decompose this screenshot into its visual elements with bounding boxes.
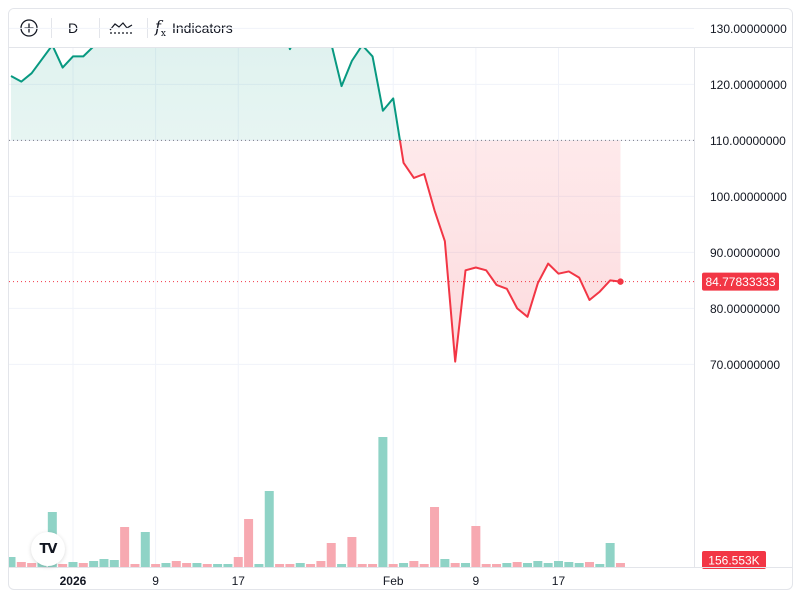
volume-bar [68,562,78,567]
y-tick-label: 70.00000000 [710,358,780,372]
y-tick-label: 90.00000000 [710,246,780,260]
last-price-badge [702,272,779,291]
volume-bar [58,564,68,567]
volume-bar [285,564,295,567]
volume-bar [523,563,532,567]
volume-bar [264,491,274,567]
volume-bar [326,543,336,567]
volume-bar [161,563,171,567]
volume-bars [9,437,625,567]
volume-bar [502,563,512,567]
y-tick-label: 110.00000000 [710,134,786,148]
volume-bar [481,564,491,567]
y-tick-label: 120.00000000 [710,78,787,92]
area-fill-above [11,48,621,141]
volume-bar [399,563,409,567]
volume-bar [388,564,398,567]
volume-bar [120,527,130,567]
volume-bar [78,563,88,567]
volume-bar [130,564,140,567]
x-tick-label: 9 [473,574,480,588]
price-area [11,48,621,362]
volume-bar [409,561,419,567]
y-tick-label: 80.00000000 [710,302,780,316]
x-tick-label: 9 [152,574,159,588]
last-price-marker [617,278,624,285]
volume-bar [440,559,450,567]
volume-bar [492,564,502,567]
volume-bar [213,564,223,567]
volume-bar [368,564,378,567]
volume-bar [564,562,574,567]
volume-badge [702,551,766,569]
volume-bar [337,564,347,567]
volume-bar [182,563,192,567]
price-line [10,48,621,363]
y-tick-label: 130.00000000 [710,22,787,36]
volume-bar [543,563,553,567]
volume-bar [202,564,212,567]
x-tick-label: 17 [552,574,566,588]
volume-bar [16,562,26,567]
volume-bar [233,557,243,567]
volume-bar [99,559,109,567]
x-tick-label: Feb [383,574,404,588]
volume-label: 156.553K [708,554,759,568]
price-line-below [398,140,621,363]
volume-bar [584,562,594,567]
volume-bar [450,563,460,567]
volume-bar [430,507,440,567]
volume-bar [27,563,37,567]
volume-bar [140,532,150,567]
tradingview-logo-icon[interactable]: TV [31,532,65,566]
fx-icon: fx [155,16,166,40]
volume-bar [9,557,16,567]
volume-bar [419,564,429,567]
volume-bar [553,561,563,567]
volume-bar [109,560,119,567]
volume-bar [461,563,471,567]
x-tick-label: 2026 [60,574,87,588]
volume-bar [347,537,357,567]
volume-bar [357,564,367,567]
x-tick-label: 17 [232,574,246,588]
volume-bar [275,564,285,567]
volume-bar [171,561,181,567]
price-chart[interactable]: 70.00000000 80.00000000 90.00000000 100.000… [9,9,792,589]
volume-bar [306,564,316,567]
volume-bar [615,563,625,567]
volume-bar [244,519,254,567]
volume-bar [192,563,202,567]
volume-bar [223,564,233,567]
volume-bar [533,561,543,567]
volume-bar [378,437,388,567]
last-price-label: 84.77833333 [705,275,775,289]
volume-bar [471,526,481,567]
logo-text: TV [39,541,58,557]
volume-bar [89,561,99,567]
area-fill-below [11,140,621,362]
volume-bar [254,564,264,567]
volume-bar [595,564,605,567]
compare-button[interactable] [105,9,137,47]
price-overlays [9,139,694,285]
volume-bar [574,563,584,567]
chart-widget: D fx Indicators [8,8,793,590]
compare-icon [109,22,133,34]
y-tick-label: 100.00000000 [710,190,787,204]
volume-bar [316,561,326,567]
volume-bar [151,564,161,567]
volume-bar [512,562,522,567]
time-axis[interactable]: 2026 9 17 Feb 9 17 [9,567,792,589]
volume-bar [295,563,305,567]
price-axis[interactable]: 70.00000000 80.00000000 90.00000000 100.000… [694,9,788,569]
volume-bar [605,543,615,567]
